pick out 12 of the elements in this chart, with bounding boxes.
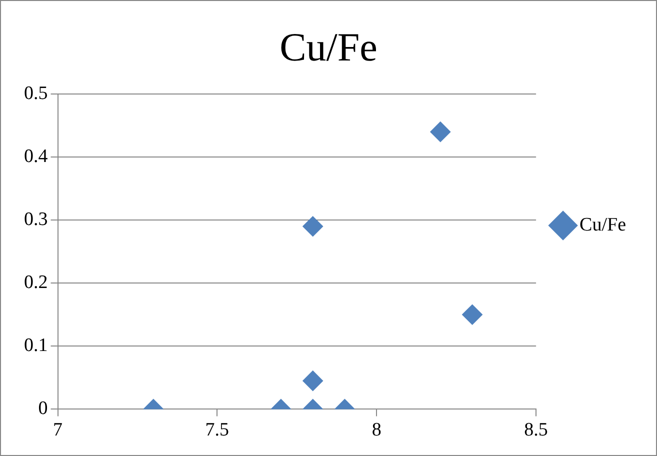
y-tick-label: 0.5: [24, 82, 48, 104]
chart-title: Cu/Fe: [280, 24, 378, 70]
x-tick-label: 7: [53, 420, 62, 441]
x-tick-label: 8.5: [524, 420, 548, 441]
y-tick-label: 0.3: [24, 209, 48, 230]
y-tick-label: 0.1: [24, 335, 48, 356]
x-tick-label: 8: [372, 420, 382, 441]
y-tick-label: 0.2: [24, 272, 48, 294]
y-tick-label: 0.4: [24, 146, 48, 168]
y-tick-label: 0: [38, 398, 48, 420]
x-tick-label: 7.5: [205, 420, 230, 441]
legend-label: Cu/Fe: [580, 214, 626, 236]
